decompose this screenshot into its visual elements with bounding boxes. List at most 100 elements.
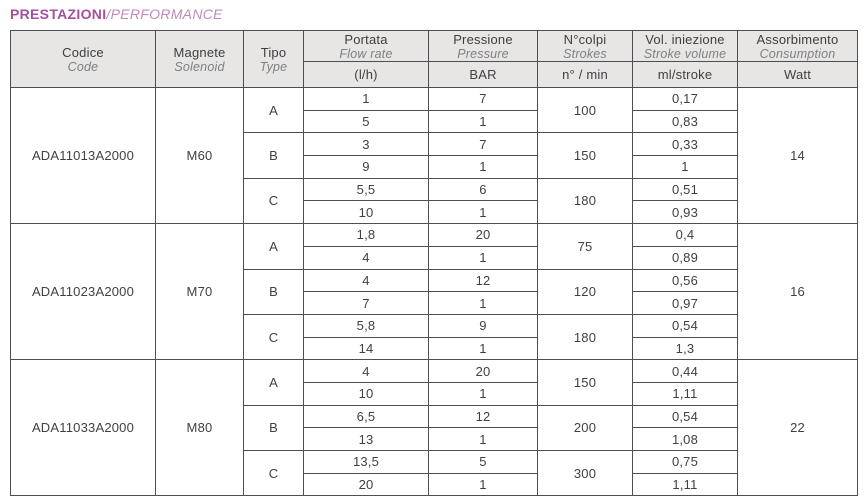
header-portata-it: Portata [344,31,388,47]
flow-cell: 5,5 [303,177,429,202]
volume-cell: 0,44 [632,359,738,383]
pressure-cell: 5 [428,450,538,474]
table-row: 13 1 1,08 [11,427,858,451]
pressure-cell: 12 [428,268,538,293]
header-assorbimento-it: Assorbimento [756,31,839,47]
header-magnete-it: Magnete [173,44,226,60]
volume-cell: 0,4 [632,223,738,247]
flow-cell: 20 [303,472,429,497]
header-codice-en: Code [67,59,99,74]
volume-cell: 0,54 [632,404,738,429]
header-names-row: Codice Code Magnete Solenoid Tipo Type P… [10,30,858,88]
type-cell: A [243,359,304,406]
table-row: B 4 12 120 0,56 [11,268,858,315]
table-row: 9 1 1 [11,155,858,179]
volume-cell: 0,89 [632,245,738,270]
header-pressione-en: Pressure [457,46,509,61]
volume-cell: 1,08 [632,427,738,451]
volume-cell: 0,97 [632,291,738,315]
flow-cell: 3 [303,132,429,157]
type-cell: B [243,132,304,179]
solenoid-cell: M80 [155,359,244,497]
table-header: Codice Code Magnete Solenoid Tipo Type P… [10,30,858,88]
volume-cell: 1,11 [632,381,738,406]
strokes-cell: 100 [537,86,633,134]
strokes-cell: 200 [537,404,633,452]
header-magnete: Magnete Solenoid [155,30,244,88]
code-cell: ADA11033A2000 [10,359,156,497]
volume-cell: 1,11 [632,472,738,497]
header-codice-it: Codice [62,44,104,60]
strokes-cell: 180 [537,313,633,361]
flow-cell: 1,8 [303,223,429,247]
table-row: ADA11013A2000 M60 A 1 7 100 0,17 14 [10,86,858,225]
flow-cell: 10 [303,200,429,225]
pressure-cell: 9 [428,313,538,338]
header-codice: Codice Code [10,30,156,88]
flow-cell: 9 [303,155,429,179]
type-cell: B [243,268,304,315]
watt-cell: 16 [737,223,858,361]
pressure-cell: 12 [428,404,538,429]
type-cell: A [243,86,304,134]
volume-cell: 0,54 [632,313,738,338]
strokes-cell: 150 [537,359,633,406]
watt-cell: 14 [737,86,858,225]
flow-cell: 1 [303,87,429,111]
header-pressione: Pressione Pressure [428,30,538,62]
header-pressione-it: Pressione [453,31,513,47]
table-row: ADA11023A2000 M70 A 1,8 20 75 0,4 16 [10,223,858,361]
table-row: 14 1 1,3 [11,336,858,361]
pressure-cell: 1 [428,336,538,361]
flow-cell: 13 [303,427,429,451]
flow-cell: 4 [303,245,429,270]
flow-cell: 5 [303,109,429,134]
pressure-cell: 1 [428,472,538,497]
volume-cell: 1 [632,155,738,179]
table-row: 5 1 0,83 [11,109,858,134]
unit-vol: ml/stroke [632,61,738,88]
unit-portata: (l/h) [303,61,429,88]
volume-cell: 0,17 [632,87,738,111]
code-cell: ADA11013A2000 [10,86,156,225]
type-cell: A [243,223,304,270]
header-colpi-en: Strokes [563,46,607,61]
type-cell: B [243,404,304,452]
volume-cell: 0,83 [632,109,738,134]
strokes-cell: 300 [537,449,633,497]
flow-cell: 4 [303,268,429,293]
pressure-cell: 1 [428,245,538,270]
header-tipo-it: Tipo [260,44,287,60]
table-row: ADA11033A2000 M80 A 4 20 150 0,44 22 [10,359,858,497]
unit-pressione: BAR [428,61,538,88]
pressure-cell: 1 [428,200,538,225]
flow-cell: 7 [303,291,429,315]
strokes-cell: 150 [537,132,633,179]
pressure-cell: 1 [428,291,538,315]
header-tipo: Tipo Type [243,30,304,88]
flow-cell: 13,5 [303,450,429,474]
volume-cell: 0,33 [632,132,738,157]
performance-table: Codice Code Magnete Solenoid Tipo Type P… [10,30,858,497]
volume-cell: 0,56 [632,268,738,293]
flow-cell: 14 [303,336,429,361]
pressure-cell: 6 [428,177,538,202]
strokes-cell: 120 [537,268,633,315]
pressure-cell: 1 [428,109,538,134]
header-vol: Vol. iniezione Stroke volume [632,30,738,62]
pressure-cell: 7 [428,132,538,157]
volume-cell: 0,75 [632,450,738,474]
page-title-main: PRESTAZIONI [10,6,107,22]
pressure-cell: 1 [428,381,538,406]
page-title-sub: /PERFORMANCE [106,6,223,22]
flow-cell: 10 [303,381,429,406]
code-cell: ADA11023A2000 [10,223,156,361]
flow-cell: 5,8 [303,313,429,338]
header-vol-it: Vol. iniezione [645,31,725,47]
volume-cell: 0,51 [632,177,738,202]
header-vol-en: Stroke volume [643,46,727,61]
table-row: 20 1 1,11 [11,472,858,497]
type-cell: C [243,449,304,497]
table-row: B 3 7 150 0,33 [11,132,858,179]
